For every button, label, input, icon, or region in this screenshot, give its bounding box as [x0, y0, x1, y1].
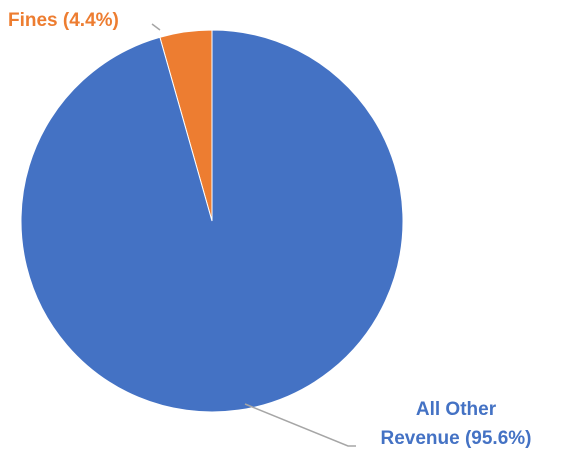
slice-label-all-other-revenue-line-1: All Other: [416, 399, 497, 420]
leader-line-fines: [151, 23, 161, 31]
slice-label-all-other-revenue-line-2: Revenue (95.6%): [380, 428, 531, 449]
slice-label-fines-line-1: Fines (4.4%): [8, 10, 119, 31]
leader-lines: [151, 23, 356, 447]
pie-slice-all-other-revenue: [20, 29, 404, 413]
pie-slices: [20, 29, 404, 413]
leader-line-all-other-revenue: [244, 403, 356, 447]
slice-labels: Fines (4.4%) All Other Revenue (95.6%): [8, 10, 532, 449]
